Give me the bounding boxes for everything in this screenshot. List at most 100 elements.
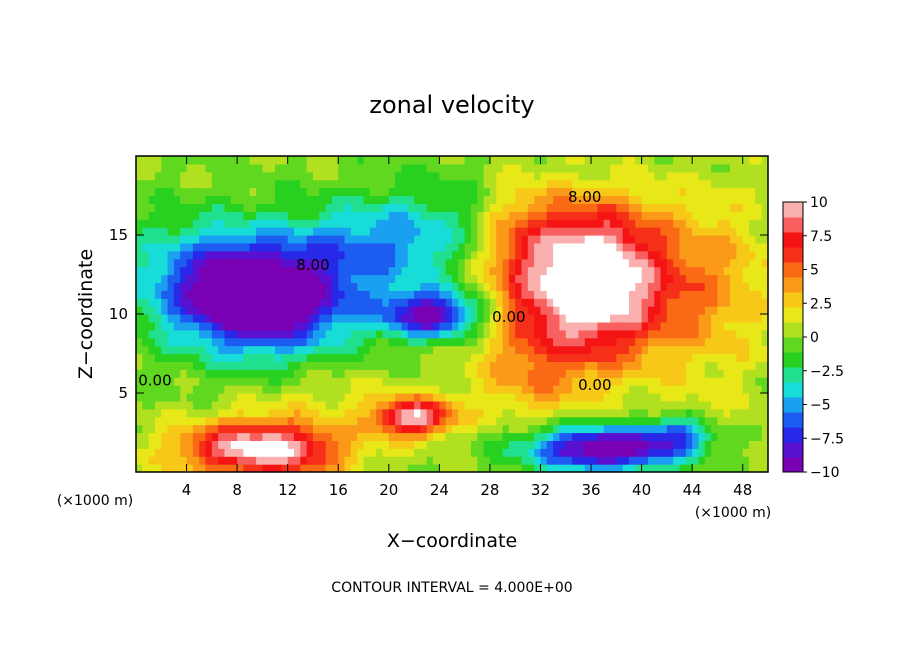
- field-cell: [382, 187, 390, 197]
- field-cell: [591, 274, 598, 283]
- field-cell: [628, 195, 636, 204]
- field-cell: [578, 464, 586, 472]
- field-cell: [749, 353, 756, 362]
- field-cell: [572, 203, 579, 212]
- field-cell: [534, 179, 542, 189]
- field-cell: [527, 274, 535, 283]
- field-cell: [376, 290, 384, 299]
- field-cell: [578, 448, 586, 457]
- field-cell: [167, 219, 175, 228]
- field-cell: [736, 456, 744, 465]
- field-cell: [161, 242, 169, 252]
- field-cell: [540, 298, 548, 307]
- field-cell: [186, 250, 194, 260]
- field-cell: [540, 385, 548, 394]
- field-cell: [312, 171, 320, 181]
- field-cell: [749, 464, 756, 472]
- field-cell: [205, 171, 213, 181]
- field-cell: [464, 424, 472, 434]
- field-cell: [275, 235, 282, 244]
- field-cell: [635, 298, 643, 307]
- field-cell: [591, 266, 598, 276]
- field-cell: [148, 314, 156, 323]
- field-cell: [287, 298, 295, 307]
- colorbar-segment: [783, 322, 803, 338]
- field-cell: [281, 321, 289, 331]
- field-cell: [711, 211, 719, 220]
- field-cell: [401, 219, 409, 228]
- field-cell: [243, 369, 251, 378]
- field-cell: [319, 274, 327, 283]
- field-cell: [433, 282, 440, 291]
- field-cell: [591, 219, 598, 228]
- field-cell: [262, 329, 270, 339]
- field-cell: [761, 250, 768, 260]
- field-cell: [186, 179, 194, 189]
- field-cell: [742, 306, 750, 315]
- field-cell: [527, 306, 535, 315]
- field-cell: [458, 393, 466, 402]
- field-cell: [736, 345, 744, 355]
- field-cell: [553, 250, 561, 260]
- field-cell: [761, 329, 768, 339]
- field-cell: [477, 416, 485, 426]
- field-cell: [300, 361, 308, 370]
- field-cell: [230, 235, 238, 244]
- field-cell: [319, 187, 327, 197]
- field-cell: [704, 329, 712, 339]
- field-cell: [685, 408, 693, 418]
- field-cell: [565, 329, 573, 339]
- field-cell: [294, 432, 301, 441]
- field-cell: [136, 187, 143, 197]
- field-cell: [534, 195, 542, 204]
- field-cell: [344, 195, 352, 204]
- field-cell: [603, 314, 611, 323]
- field-cell: [641, 385, 649, 394]
- field-cell: [755, 227, 763, 236]
- field-cell: [749, 329, 756, 339]
- field-cell: [527, 195, 535, 204]
- field-cell: [578, 250, 586, 260]
- field-cell: [452, 203, 459, 212]
- field-cell: [534, 353, 542, 362]
- field-cell: [584, 432, 592, 441]
- field-cell: [749, 369, 756, 378]
- field-cell: [584, 156, 592, 165]
- field-cell: [673, 400, 681, 410]
- field-cell: [300, 306, 308, 315]
- field-cell: [224, 235, 232, 244]
- field-cell: [559, 400, 567, 410]
- field-cell: [439, 282, 447, 291]
- field-cell: [224, 337, 232, 347]
- field-cell: [357, 306, 365, 315]
- field-cell: [161, 227, 169, 236]
- field-cell: [704, 282, 712, 291]
- field-cell: [673, 464, 681, 472]
- field-cell: [483, 203, 491, 212]
- field-cell: [287, 219, 295, 228]
- field-cell: [357, 321, 365, 331]
- field-cell: [407, 393, 415, 402]
- field-cell: [237, 408, 245, 418]
- field-cell: [445, 448, 453, 457]
- field-cell: [521, 274, 529, 283]
- field-cell: [199, 369, 207, 378]
- field-cell: [344, 393, 352, 402]
- field-cell: [685, 424, 693, 434]
- field-cell: [306, 250, 314, 260]
- field-cell: [508, 156, 516, 165]
- field-cell: [704, 416, 712, 426]
- field-cell: [730, 203, 737, 212]
- field-cell: [312, 400, 320, 410]
- field-cell: [331, 211, 339, 220]
- field-cell: [224, 156, 232, 165]
- field-cell: [281, 400, 289, 410]
- field-cell: [458, 377, 466, 386]
- field-cell: [489, 250, 497, 260]
- field-cell: [319, 227, 327, 236]
- field-cell: [597, 408, 605, 418]
- field-cell: [237, 203, 245, 212]
- field-cell: [407, 219, 415, 228]
- field-cell: [154, 306, 162, 315]
- field-cell: [610, 211, 617, 220]
